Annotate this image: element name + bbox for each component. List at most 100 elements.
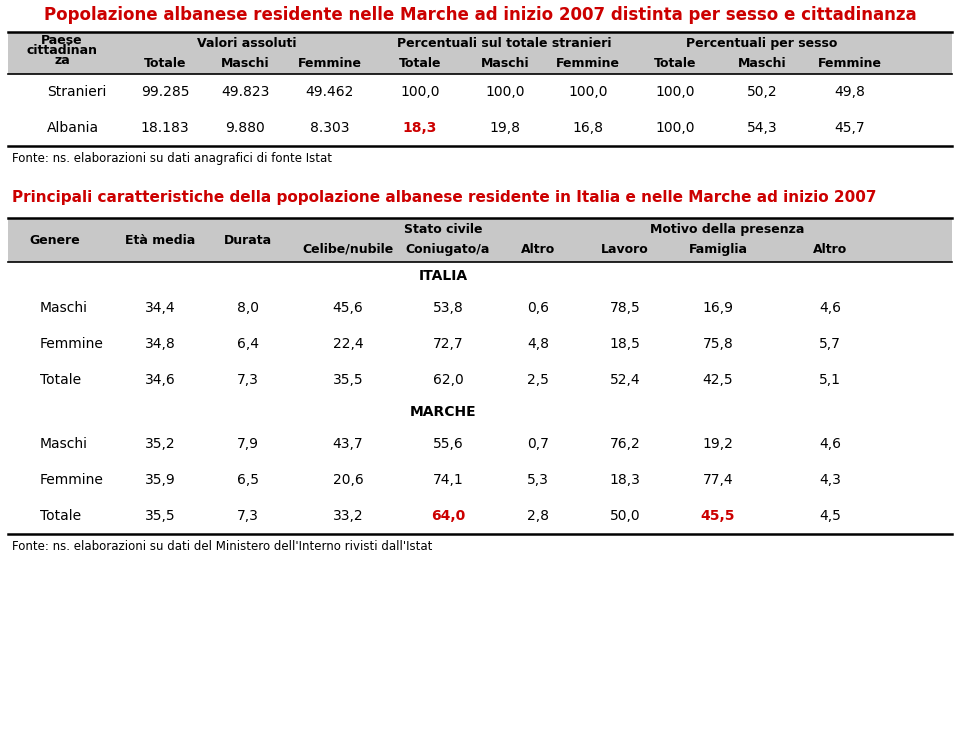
Text: Genere: Genere [30,233,81,247]
Text: 4,8: 4,8 [527,337,549,351]
Text: 2,8: 2,8 [527,509,549,523]
Text: 19,2: 19,2 [703,437,733,451]
Text: 49,8: 49,8 [834,85,865,99]
Text: 99.285: 99.285 [141,85,189,99]
Text: 20,6: 20,6 [332,473,364,487]
Text: Totale: Totale [144,57,186,70]
Text: Totale: Totale [40,509,82,523]
Text: 2,5: 2,5 [527,373,549,387]
Text: Valori assoluti: Valori assoluti [197,37,297,50]
Text: 33,2: 33,2 [333,509,363,523]
Text: 54,3: 54,3 [747,121,778,135]
Text: 4,5: 4,5 [819,509,841,523]
Text: MARCHE: MARCHE [410,405,476,419]
Text: 52,4: 52,4 [610,373,640,387]
Text: 16,8: 16,8 [572,121,604,135]
Text: za: za [54,54,70,67]
Text: 16,9: 16,9 [703,301,733,315]
Text: 7,3: 7,3 [237,373,259,387]
Text: 100,0: 100,0 [568,85,608,99]
Text: Paese: Paese [41,34,83,47]
Text: Lavoro: Lavoro [601,243,649,256]
Text: Femmine: Femmine [298,57,362,70]
Text: 22,4: 22,4 [333,337,363,351]
Text: Percentuali per sesso: Percentuali per sesso [686,37,838,50]
Text: Femmine: Femmine [40,473,104,487]
Text: Famiglia: Famiglia [688,243,748,256]
Text: 4,3: 4,3 [819,473,841,487]
Text: Maschi: Maschi [40,437,88,451]
Text: 34,6: 34,6 [145,373,176,387]
Text: 100,0: 100,0 [656,85,695,99]
Text: Maschi: Maschi [737,57,786,70]
Text: Albania: Albania [47,121,99,135]
Text: ITALIA: ITALIA [419,269,468,283]
Text: 100,0: 100,0 [656,121,695,135]
Text: 42,5: 42,5 [703,373,733,387]
Text: 6,5: 6,5 [237,473,259,487]
Text: 0,6: 0,6 [527,301,549,315]
Text: Femmine: Femmine [40,337,104,351]
Text: Maschi: Maschi [221,57,270,70]
Text: 8,0: 8,0 [237,301,259,315]
Text: 0,7: 0,7 [527,437,549,451]
Text: 34,8: 34,8 [145,337,176,351]
Text: Totale: Totale [654,57,696,70]
Text: 9.880: 9.880 [226,121,265,135]
Text: 5,7: 5,7 [819,337,841,351]
Text: 45,7: 45,7 [834,121,865,135]
Text: Celibe/nubile: Celibe/nubile [302,243,394,256]
Text: 72,7: 72,7 [433,337,464,351]
Text: 100,0: 100,0 [400,85,440,99]
Text: 35,9: 35,9 [145,473,176,487]
Text: Motivo della presenza: Motivo della presenza [650,223,804,236]
Text: Maschi: Maschi [481,57,529,70]
Text: Durata: Durata [224,233,272,247]
Text: 7,3: 7,3 [237,509,259,523]
Text: 6,4: 6,4 [237,337,259,351]
Text: 74,1: 74,1 [433,473,464,487]
Text: Coniugato/a: Coniugato/a [406,243,491,256]
Text: Femmine: Femmine [818,57,882,70]
Text: Principali caratteristiche della popolazione albanese residente in Italia e nell: Principali caratteristiche della popolaz… [12,190,876,205]
Text: 4,6: 4,6 [819,301,841,315]
Text: 62,0: 62,0 [433,373,464,387]
Text: Stato civile: Stato civile [404,223,482,236]
Text: 4,6: 4,6 [819,437,841,451]
Text: 49.823: 49.823 [221,85,269,99]
Text: 55,6: 55,6 [433,437,464,451]
Text: Fonte: ns. elaborazioni su dati anagrafici di fonte Istat: Fonte: ns. elaborazioni su dati anagrafi… [12,152,332,165]
Text: 77,4: 77,4 [703,473,733,487]
Text: 18,5: 18,5 [610,337,640,351]
Text: 35,5: 35,5 [145,509,176,523]
Text: Età media: Età media [125,233,195,247]
Text: 18,3: 18,3 [610,473,640,487]
Bar [8,32,952,74]
Text: Stranieri: Stranieri [47,85,107,99]
Text: 49.462: 49.462 [306,85,354,99]
Text: 53,8: 53,8 [433,301,464,315]
Text: 45,6: 45,6 [332,301,364,315]
Text: Femmine: Femmine [556,57,620,70]
Text: Maschi: Maschi [40,301,88,315]
Bar [8,218,952,262]
Text: 45,5: 45,5 [701,509,735,523]
Text: 5,3: 5,3 [527,473,549,487]
Text: cittadinan: cittadinan [27,44,98,57]
Text: 18,3: 18,3 [403,121,437,135]
Text: 18.183: 18.183 [141,121,189,135]
Text: 78,5: 78,5 [610,301,640,315]
Text: 64,0: 64,0 [431,509,466,523]
Text: Fonte: ns. elaborazioni su dati del Ministero dell'Interno rivisti dall'Istat: Fonte: ns. elaborazioni su dati del Mini… [12,540,432,553]
Text: 34,4: 34,4 [145,301,176,315]
Text: Totale: Totale [398,57,442,70]
Text: Altro: Altro [813,243,847,256]
Text: Totale: Totale [40,373,82,387]
Text: 100,0: 100,0 [485,85,525,99]
Text: 76,2: 76,2 [610,437,640,451]
Text: 43,7: 43,7 [333,437,363,451]
Text: Percentuali sul totale stranieri: Percentuali sul totale stranieri [396,37,612,50]
Text: 50,0: 50,0 [610,509,640,523]
Text: Popolazione albanese residente nelle Marche ad inizio 2007 distinta per sesso e : Popolazione albanese residente nelle Mar… [44,6,916,24]
Text: 75,8: 75,8 [703,337,733,351]
